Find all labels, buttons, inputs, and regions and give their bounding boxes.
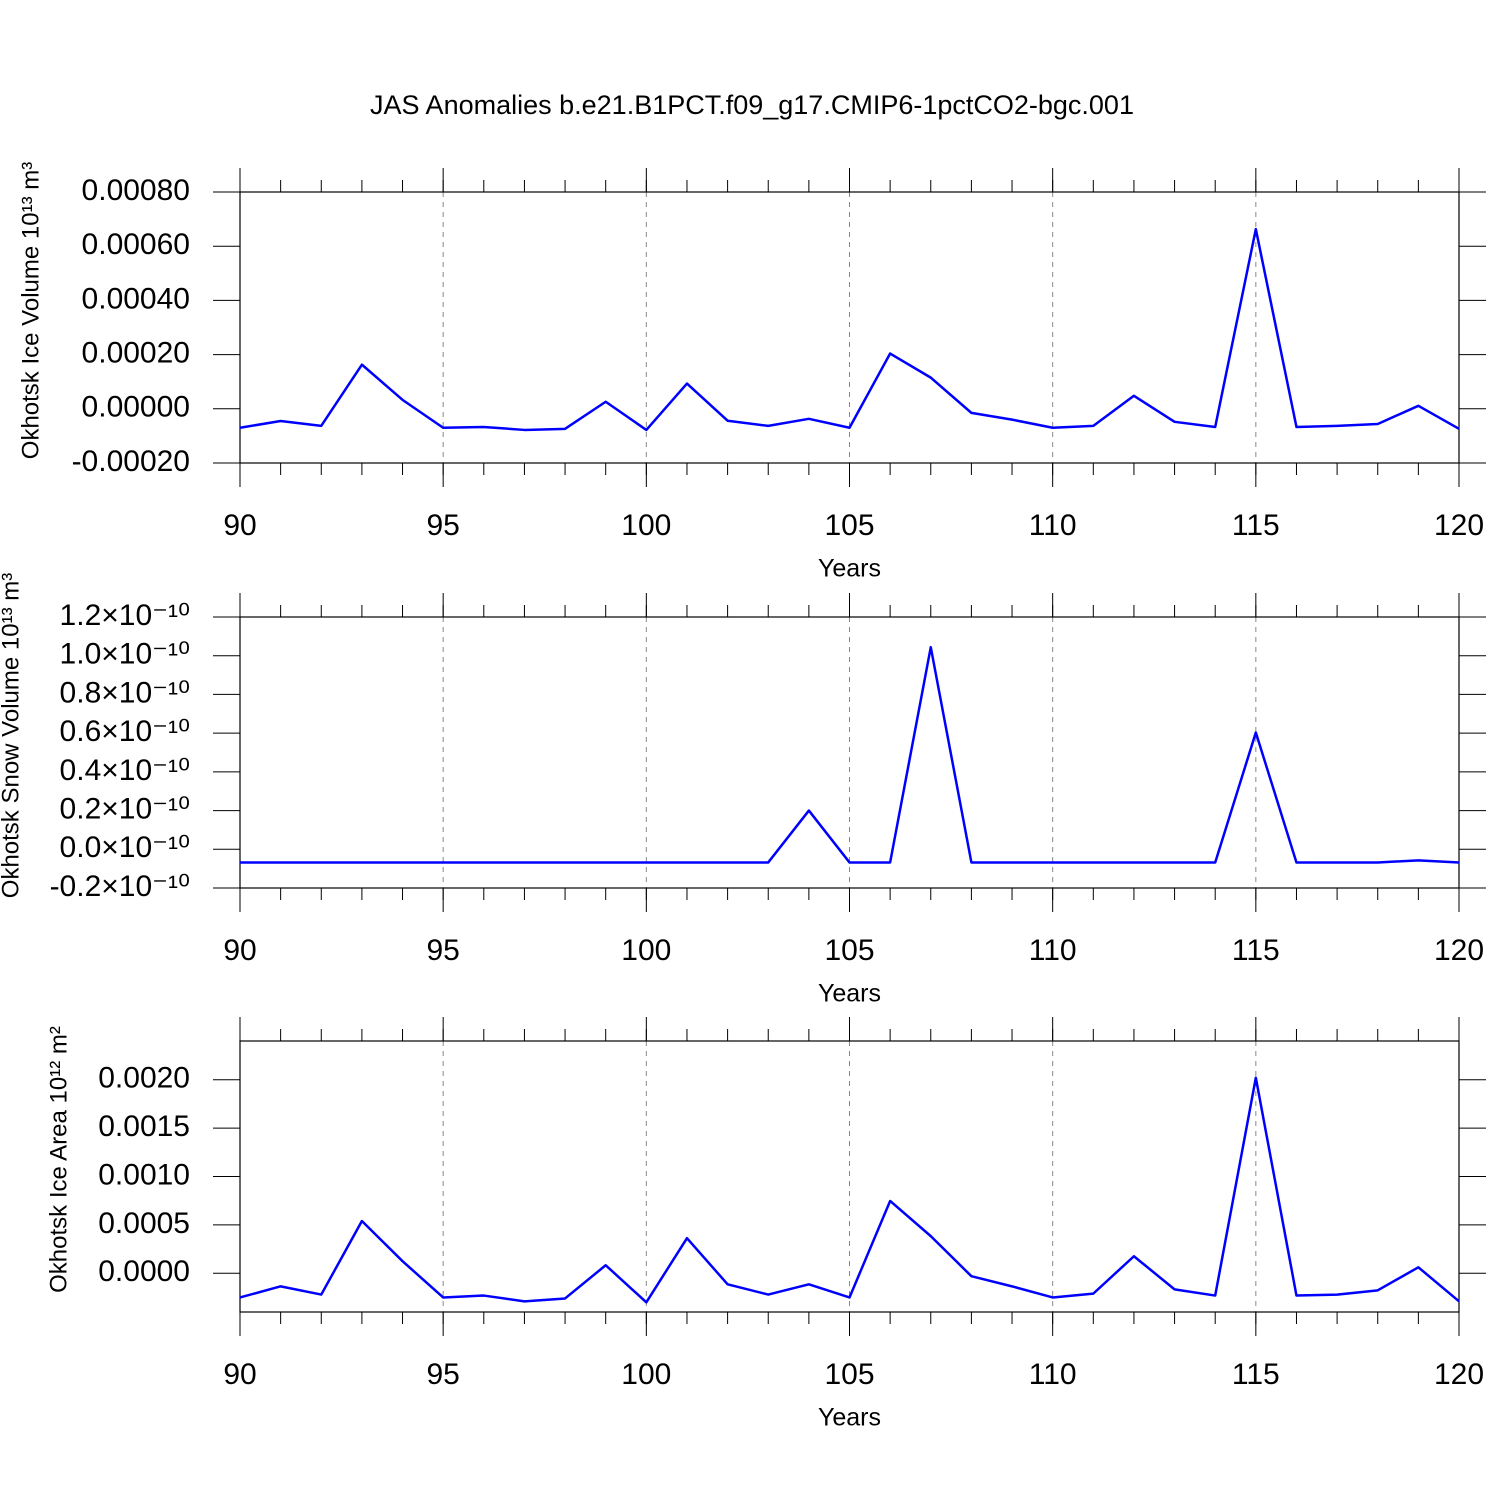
- x-tick-label: 105: [824, 509, 874, 542]
- x-tick-label: 115: [1232, 509, 1280, 542]
- x-tick-label: 95: [426, 1358, 459, 1391]
- x-tick-label: 90: [223, 1358, 256, 1391]
- x-tick-label: 120: [1434, 934, 1484, 967]
- y-axis-label: Okhotsk Snow Volume 10¹³ m³: [0, 573, 24, 898]
- x-tick-label: 120: [1434, 509, 1484, 542]
- y-tick-label: 0.00000: [82, 391, 190, 424]
- y-axis-label: Okhotsk Ice Area 10¹² m²: [45, 1026, 72, 1293]
- x-tick-label: 90: [223, 934, 256, 967]
- x-tick-label: 115: [1232, 934, 1280, 967]
- y-tick-label: -0.00020: [72, 445, 190, 478]
- y-axis-label: Okhotsk Ice Volume 10¹³ m³: [17, 162, 44, 459]
- y-tick-label: 0.00040: [82, 282, 190, 315]
- plot-frame: [239, 616, 1460, 889]
- x-tick-label: 115: [1232, 1358, 1280, 1391]
- x-tick-label: 110: [1029, 509, 1077, 542]
- y-tick-label: 0.0010: [98, 1158, 190, 1191]
- y-tick-label: 0.4×10⁻¹⁰: [60, 754, 190, 787]
- data-line: [239, 227, 1460, 432]
- x-axis-label: Years: [818, 980, 881, 1008]
- x-axis-label: Years: [818, 555, 881, 583]
- x-tick-label: 95: [426, 934, 459, 967]
- x-tick-label: 100: [621, 934, 671, 967]
- x-tick-label: 100: [621, 1358, 671, 1391]
- x-tick-label: 90: [223, 509, 256, 542]
- y-tick-label: 0.00020: [82, 337, 190, 370]
- x-axis-label: Years: [818, 1404, 881, 1432]
- plot-frame: [239, 1040, 1460, 1313]
- y-tick-label: 1.2×10⁻¹⁰: [60, 599, 190, 632]
- x-tick-label: 95: [426, 509, 459, 542]
- y-tick-label: 0.0005: [98, 1207, 190, 1240]
- x-tick-label: 105: [824, 1358, 874, 1391]
- y-tick-label: 0.00080: [82, 174, 190, 207]
- y-tick-label: 0.0000: [98, 1255, 190, 1288]
- plot-frame: [239, 191, 1460, 464]
- x-tick-label: 110: [1029, 1358, 1077, 1391]
- y-tick-label: 0.0015: [98, 1110, 190, 1143]
- x-tick-label: 100: [621, 509, 671, 542]
- data-line: [240, 645, 1460, 864]
- x-tick-label: 105: [824, 934, 874, 967]
- y-tick-label: 0.8×10⁻¹⁰: [60, 676, 190, 709]
- y-tick-label: 0.6×10⁻¹⁰: [60, 715, 190, 748]
- y-tick-label: 0.0×10⁻¹⁰: [60, 831, 190, 864]
- y-tick-label: 0.0020: [98, 1062, 190, 1095]
- y-tick-label: 0.00060: [82, 228, 190, 261]
- x-tick-label: 120: [1434, 1358, 1484, 1391]
- x-tick-label: 110: [1029, 934, 1077, 967]
- figure-title: JAS Anomalies b.e21.B1PCT.f09_g17.CMIP6-…: [370, 90, 1134, 120]
- y-tick-label: -0.2×10⁻¹⁰: [50, 870, 190, 903]
- data-line: [239, 1076, 1460, 1304]
- y-tick-label: 1.0×10⁻¹⁰: [60, 638, 190, 671]
- y-tick-label: 0.2×10⁻¹⁰: [60, 792, 190, 825]
